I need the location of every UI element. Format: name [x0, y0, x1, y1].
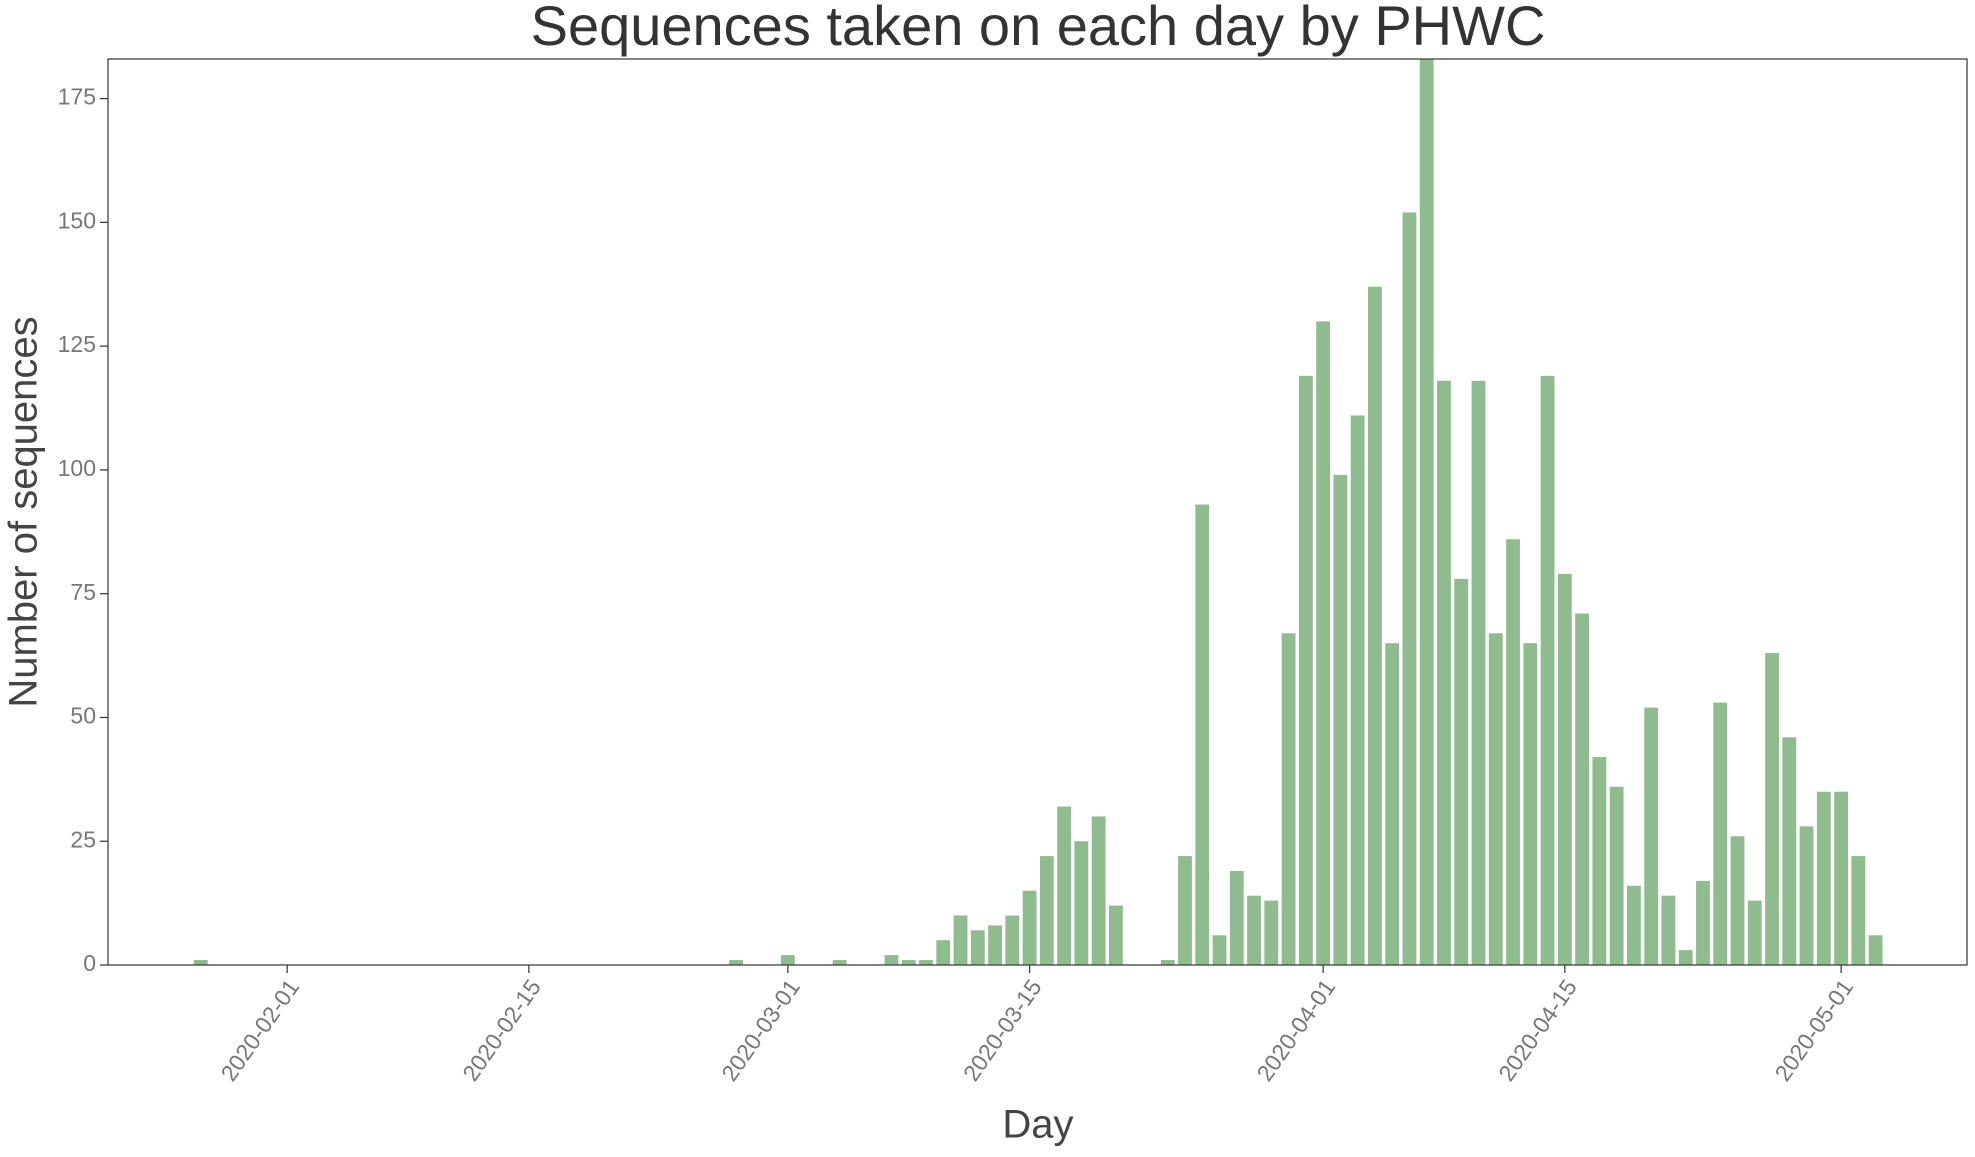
x-tick-label: 2020-03-15 — [958, 974, 1047, 1085]
y-tick-label: 175 — [58, 84, 96, 110]
bar — [1281, 633, 1296, 965]
bar — [1730, 836, 1745, 965]
bar — [901, 960, 916, 965]
bar — [1350, 415, 1365, 966]
bar — [1454, 578, 1469, 965]
bar — [988, 925, 1002, 965]
x-tick-label: 2020-04-15 — [1493, 974, 1582, 1085]
bar — [1834, 791, 1849, 965]
y-tick-label: 125 — [58, 331, 96, 357]
y-tick-label: 150 — [58, 207, 96, 233]
bar — [1696, 880, 1710, 965]
bar — [1195, 504, 1210, 965]
bar — [1160, 960, 1175, 965]
bar — [1333, 474, 1348, 965]
bar — [1091, 816, 1106, 965]
y-tick-label: 100 — [58, 455, 96, 481]
bar — [1005, 915, 1020, 965]
x-tick-label: 2020-02-15 — [457, 974, 546, 1085]
bar — [832, 960, 847, 965]
bar — [1368, 286, 1382, 966]
bar — [1039, 856, 1054, 965]
bar — [1540, 375, 1555, 966]
bar — [936, 940, 951, 965]
bar — [1109, 905, 1123, 965]
bar — [884, 955, 899, 965]
bar — [1247, 895, 1261, 965]
bar — [1298, 375, 1313, 966]
bar — [1799, 826, 1814, 965]
x-axis-label: Day — [1002, 1103, 1073, 1147]
y-tick-label: 0 — [83, 950, 96, 976]
bar — [1592, 757, 1607, 965]
bar — [1212, 935, 1227, 965]
bar — [1868, 935, 1883, 965]
y-tick-label: 50 — [70, 703, 96, 729]
bar — [1851, 856, 1866, 965]
x-tick-label: 2020-05-01 — [1769, 974, 1858, 1085]
bar — [1782, 737, 1797, 965]
y-tick-label: 25 — [70, 826, 96, 852]
bar — [1229, 870, 1244, 965]
bar — [729, 960, 743, 965]
bar — [1402, 212, 1417, 965]
bar — [1609, 786, 1624, 965]
bar — [1506, 539, 1520, 965]
bar — [780, 955, 795, 965]
bar — [970, 930, 985, 965]
bar — [1264, 900, 1279, 965]
bar — [1419, 59, 1434, 965]
bar — [1626, 885, 1641, 965]
bar — [1022, 890, 1037, 965]
bar — [919, 960, 933, 965]
bar — [1557, 573, 1572, 965]
bar — [1644, 707, 1659, 965]
chart-title: Sequences taken on each day by PHWC — [531, 0, 1546, 57]
bar — [193, 960, 208, 965]
x-tick-label: 2020-02-01 — [215, 974, 304, 1085]
x-tick-label: 2020-03-01 — [716, 974, 805, 1085]
bar — [1057, 806, 1072, 965]
bar — [1678, 950, 1693, 965]
bar — [1816, 791, 1831, 965]
plot-frame — [107, 58, 1968, 966]
bar — [953, 915, 968, 965]
bar — [1385, 643, 1400, 965]
x-tick-label: 2020-04-01 — [1251, 974, 1340, 1085]
bar — [1765, 653, 1779, 965]
y-axis-label: Number of sequences — [2, 316, 46, 707]
bar — [1074, 841, 1089, 965]
y-tick-label: 75 — [70, 579, 96, 605]
bar — [1661, 895, 1676, 965]
bar — [1488, 633, 1503, 965]
bar — [1523, 643, 1538, 965]
bar — [1178, 856, 1192, 965]
bar — [1316, 321, 1331, 965]
bar — [1471, 380, 1486, 965]
bar — [1437, 380, 1451, 965]
bar — [1575, 613, 1590, 965]
bar — [1747, 900, 1762, 965]
bar — [1713, 702, 1728, 965]
